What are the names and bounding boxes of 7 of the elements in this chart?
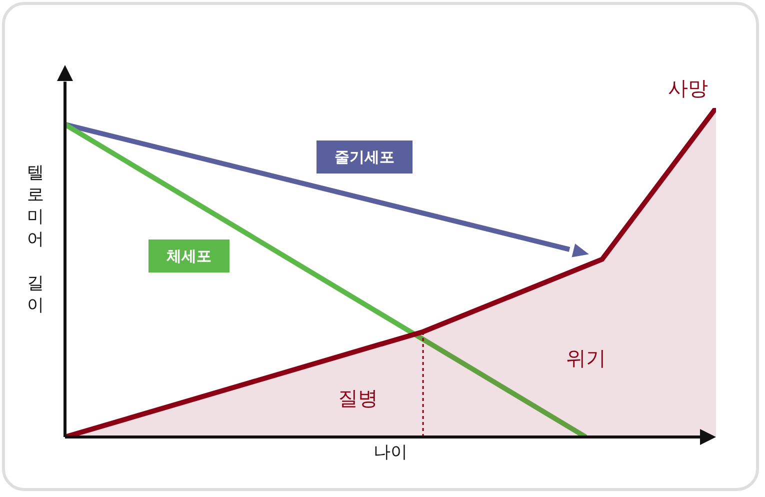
series-label: 줄기세포 bbox=[324, 148, 405, 166]
x-axis-title: 나이 bbox=[374, 442, 408, 462]
annotation: 질병 bbox=[338, 386, 378, 410]
series-label: 사망 bbox=[668, 76, 708, 100]
annotation: 위기 bbox=[566, 346, 606, 370]
text: 텔로미어 길이 bbox=[27, 163, 44, 316]
series-label: 체세포 bbox=[156, 247, 222, 265]
